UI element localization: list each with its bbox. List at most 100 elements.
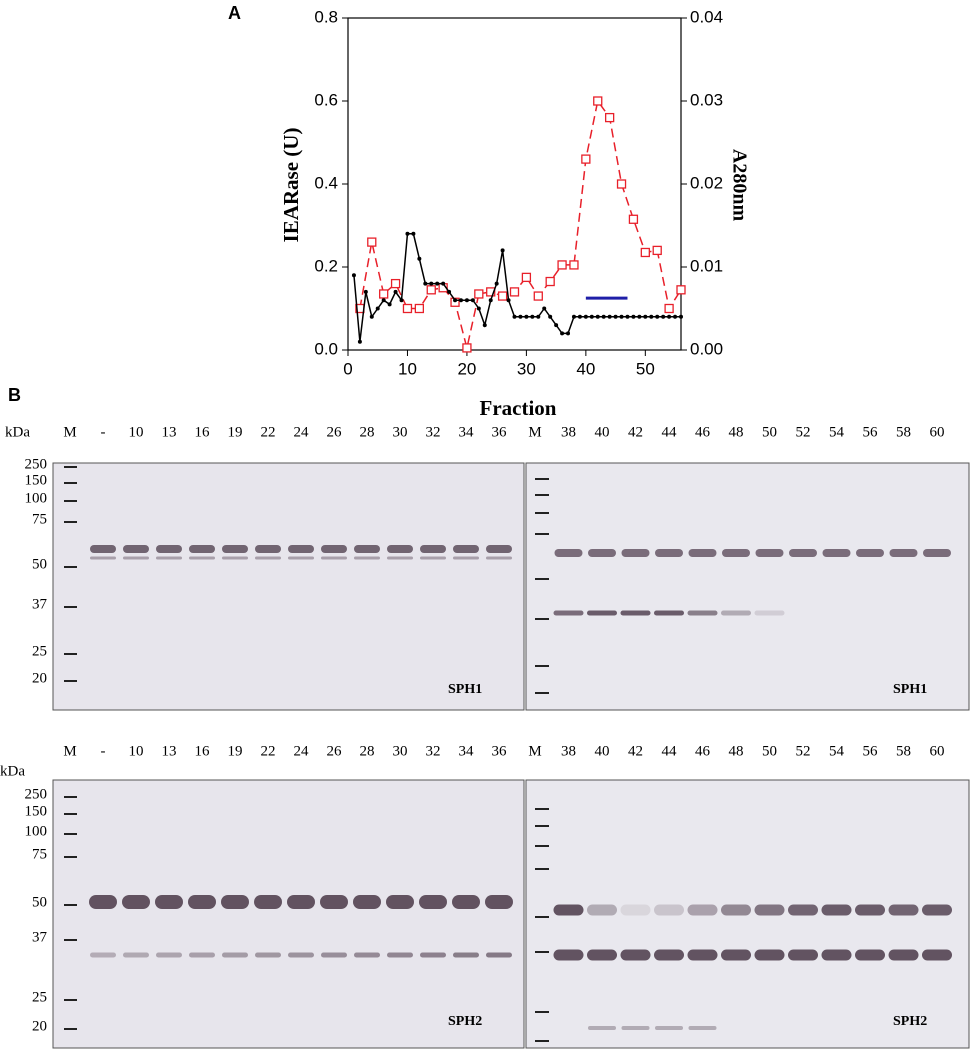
band — [321, 545, 347, 553]
band — [687, 610, 718, 616]
band — [354, 545, 380, 553]
band — [755, 549, 784, 557]
band — [420, 952, 446, 958]
marker-label: 250 — [25, 456, 48, 472]
band — [486, 545, 512, 553]
y2-tick-label: 0.00 — [690, 339, 723, 358]
band — [123, 952, 149, 958]
y-tick-label: 0.4 — [314, 173, 338, 192]
marker-label: 25 — [32, 989, 47, 1005]
lane-label: 60 — [930, 743, 945, 759]
point — [661, 314, 666, 319]
x-tick-label: 30 — [517, 359, 536, 378]
lane-label: 26 — [327, 743, 343, 759]
lane-label: 46 — [695, 743, 711, 759]
band — [553, 610, 584, 616]
lane-label: 58 — [896, 424, 911, 440]
band — [387, 545, 413, 553]
point — [351, 273, 356, 278]
lane-label: 16 — [195, 743, 211, 759]
lane-label: 30 — [393, 743, 408, 759]
point — [379, 289, 389, 299]
band — [189, 545, 215, 553]
kda-label: kDa — [5, 424, 30, 440]
point — [512, 314, 517, 319]
y-axis-label: IEARase (U) — [279, 128, 303, 243]
band — [621, 549, 650, 557]
lane-label: 48 — [729, 424, 744, 440]
point — [652, 245, 662, 256]
blot-tag: SPH2 — [893, 1014, 927, 1029]
point — [500, 248, 505, 253]
lane-label: 32 — [426, 743, 441, 759]
band — [922, 949, 952, 961]
point — [589, 314, 594, 319]
band — [288, 556, 314, 560]
point — [423, 281, 428, 286]
lane-label: 22 — [261, 743, 276, 759]
kda-label: kDa — [0, 763, 25, 779]
lane-label: 44 — [662, 743, 678, 759]
band — [123, 545, 149, 553]
band — [155, 895, 183, 909]
lane-label: - — [101, 743, 106, 759]
lane-label: 56 — [863, 743, 879, 759]
point — [679, 314, 683, 319]
band — [553, 904, 584, 916]
y-tick-label: 0.6 — [314, 90, 338, 109]
y-tick-label: 0.2 — [314, 256, 338, 275]
point — [429, 281, 434, 286]
point — [619, 314, 624, 319]
lane-label: 58 — [896, 743, 911, 759]
point — [417, 256, 422, 261]
point — [411, 231, 416, 236]
point — [631, 314, 636, 319]
x-tick-label: 20 — [457, 359, 476, 378]
point — [604, 112, 615, 123]
lane-label: 52 — [796, 424, 811, 440]
lane-label: 34 — [459, 743, 475, 759]
band — [688, 549, 717, 557]
point — [649, 314, 654, 319]
point — [494, 281, 499, 286]
band — [419, 895, 447, 909]
band — [452, 895, 480, 909]
band — [855, 949, 885, 961]
band — [420, 556, 446, 560]
point — [554, 323, 559, 328]
marker-label: 50 — [32, 556, 47, 572]
band — [354, 952, 380, 958]
band — [587, 949, 617, 961]
lane-label: M — [63, 743, 76, 759]
band — [654, 610, 684, 616]
point — [577, 314, 582, 319]
point — [581, 154, 591, 164]
point — [548, 314, 553, 319]
point — [557, 260, 567, 270]
band — [288, 545, 314, 553]
lane-label: 32 — [426, 424, 441, 440]
lane-label: 10 — [129, 743, 144, 759]
lane-label: 54 — [829, 743, 845, 759]
x-tick-label: 40 — [576, 359, 595, 378]
point — [533, 291, 543, 301]
point — [545, 276, 555, 287]
band — [453, 952, 479, 958]
band — [722, 549, 750, 557]
point — [414, 303, 425, 314]
lane-label: 16 — [195, 424, 211, 440]
band — [486, 952, 512, 958]
band — [122, 895, 150, 909]
point — [435, 281, 440, 286]
point — [560, 331, 565, 336]
band — [387, 556, 413, 560]
band — [222, 556, 248, 560]
band — [754, 949, 785, 961]
blot — [525, 462, 970, 711]
band — [255, 556, 281, 560]
lane-label: 38 — [561, 424, 576, 440]
panel-label: A — [228, 3, 241, 23]
point — [393, 289, 398, 294]
band — [485, 895, 513, 909]
point — [441, 281, 446, 286]
